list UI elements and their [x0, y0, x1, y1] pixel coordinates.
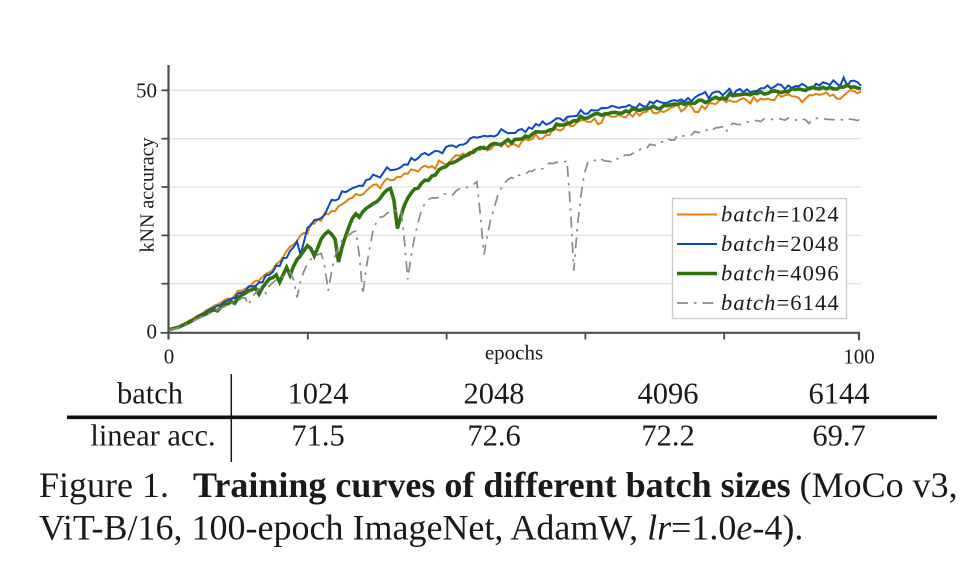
- svg-text:ViT-B/16, 100-epoch ImageNet,: ViT-B/16, 100-epoch ImageNet, AdamW, lr=…: [39, 508, 803, 548]
- svg-text:100: 100: [843, 345, 875, 369]
- svg-text:72.2: 72.2: [641, 419, 694, 453]
- svg-text:batch=6144: batch=6144: [721, 290, 840, 315]
- svg-text:6144: 6144: [809, 377, 870, 411]
- svg-text:batch=2048: batch=2048: [721, 231, 840, 256]
- svg-text:linear acc.: linear acc.: [90, 419, 215, 453]
- svg-text:batch=1024: batch=1024: [721, 202, 840, 227]
- svg-text:kNN accuracy: kNN accuracy: [137, 138, 159, 253]
- svg-text:4096: 4096: [638, 377, 699, 411]
- svg-text:50: 50: [136, 79, 157, 103]
- svg-text:Figure 1.Training curves of di: Figure 1. Training curves of different ba…: [39, 465, 958, 505]
- svg-text:71.5: 71.5: [291, 419, 344, 453]
- svg-text:2048: 2048: [464, 377, 525, 411]
- svg-text:69.7: 69.7: [812, 419, 865, 453]
- svg-text:batch=4096: batch=4096: [721, 261, 840, 286]
- svg-text:batch: batch: [117, 377, 183, 411]
- svg-text:0: 0: [164, 345, 175, 369]
- svg-text:72.6: 72.6: [467, 419, 520, 453]
- svg-text:1024: 1024: [288, 377, 349, 411]
- svg-text:0: 0: [147, 320, 158, 344]
- svg-text:epochs: epochs: [485, 341, 543, 365]
